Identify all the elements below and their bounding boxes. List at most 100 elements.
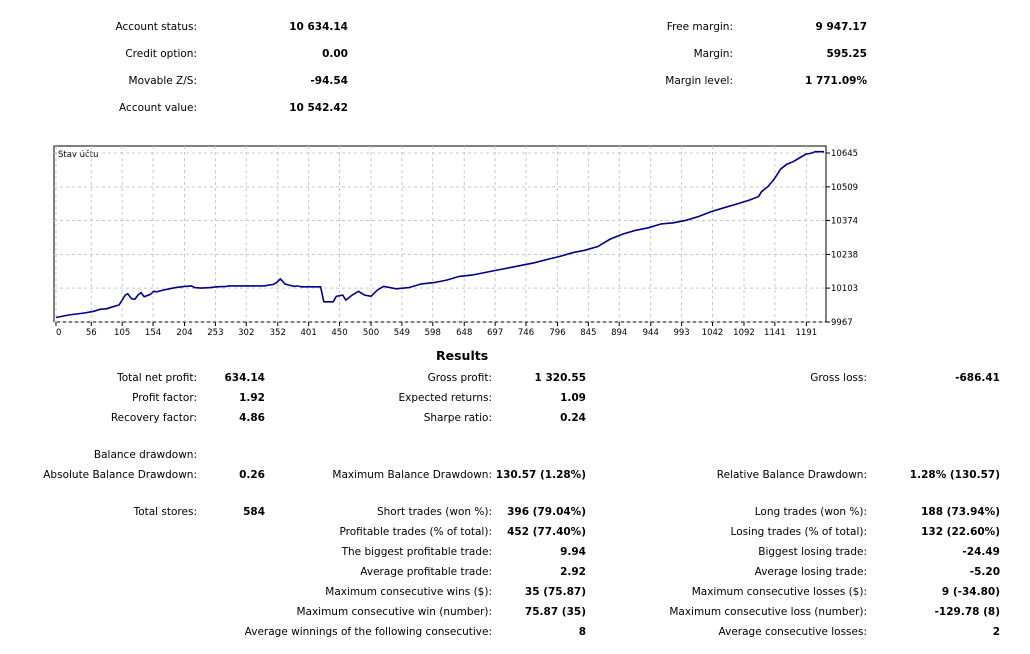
relative-drawdown-label: Relative Balance Drawdown: <box>716 469 867 481</box>
biggest-profitable-label: The biggest profitable trade: <box>341 546 492 558</box>
absolute-drawdown-label: Absolute Balance Drawdown: <box>43 469 197 481</box>
expected-returns-value: 1.09 <box>560 392 586 404</box>
total-stores-label: Total stores: <box>133 506 197 518</box>
y-tick-label: 10374 <box>831 217 858 227</box>
biggest-losing-label: Biggest losing trade: <box>758 546 867 558</box>
gross-loss-value: -686.41 <box>955 372 1000 384</box>
x-tick-label: 352 <box>270 328 286 338</box>
x-tick-label: 549 <box>394 328 410 338</box>
x-tick-label: 1042 <box>702 328 724 338</box>
margin-value: 595.25 <box>826 48 867 60</box>
chart-y-axis: 9967 10103 10238 10374 10509 10645 <box>826 149 858 328</box>
y-tick-label: 10509 <box>831 183 858 193</box>
x-tick-label: 993 <box>673 328 689 338</box>
chart-frame <box>53 145 827 323</box>
y-tick-label: 10645 <box>831 149 858 159</box>
average-consecutive-wins-label: Average winnings of the following consec… <box>244 626 492 638</box>
profitable-trades-value: 452 (77.40%) <box>507 526 586 538</box>
x-tick-label: 697 <box>487 328 503 338</box>
account-value-label: Account value: <box>119 102 197 114</box>
profit-factor-value: 1.92 <box>239 392 265 404</box>
x-tick-label: 154 <box>145 328 161 338</box>
recovery-factor-value: 4.86 <box>239 412 265 424</box>
gross-loss-label: Gross loss: <box>810 372 867 384</box>
maximum-drawdown-label: Maximum Balance Drawdown: <box>332 469 492 481</box>
x-tick-label: 401 <box>301 328 317 338</box>
x-tick-label: 648 <box>456 328 472 338</box>
x-tick-label: 56 <box>86 328 97 338</box>
sharpe-ratio-label: Sharpe ratio: <box>423 412 492 424</box>
average-consecutive-wins-value: 8 <box>578 626 586 638</box>
x-tick-label: 845 <box>580 328 596 338</box>
short-trades-label: Short trades (won %): <box>376 506 492 518</box>
y-tick-label: 10238 <box>831 250 858 260</box>
short-trades-value: 396 (79.04%) <box>507 506 586 518</box>
gross-profit-label: Gross profit: <box>427 372 492 384</box>
max-consecutive-loss-number-label: Maximum consecutive loss (number): <box>669 606 867 618</box>
x-tick-label: 796 <box>549 328 565 338</box>
x-tick-label: 253 <box>207 328 223 338</box>
average-losing-value: -5.20 <box>969 566 1000 578</box>
max-consecutive-wins-value: 35 (75.87) <box>524 586 586 598</box>
x-tick-label: 598 <box>425 328 441 338</box>
balance-series-line <box>55 150 824 319</box>
y-tick-label: 10103 <box>831 284 858 294</box>
free-margin-value: 9 947.17 <box>815 21 867 33</box>
losing-trades-label: Losing trades (% of total): <box>730 526 867 538</box>
margin-level-value: 1 771.09% <box>804 75 867 87</box>
biggest-losing-value: -24.49 <box>962 546 1000 558</box>
x-tick-label: 1191 <box>796 328 818 338</box>
max-consecutive-losses-value: 9 (-34.80) <box>941 586 1000 598</box>
x-tick-label: 204 <box>176 328 192 338</box>
maximum-drawdown-value: 130.57 (1.28%) <box>495 469 586 481</box>
average-profitable-value: 2.92 <box>560 566 586 578</box>
account-status-label: Account status: <box>115 21 197 33</box>
margin-level-label: Margin level: <box>665 75 733 87</box>
x-tick-label: 1092 <box>733 328 755 338</box>
results-title: Results <box>436 348 489 363</box>
average-profitable-label: Average profitable trade: <box>360 566 492 578</box>
profitable-trades-label: Profitable trades (% of total): <box>339 526 492 538</box>
y-tick-label: 9967 <box>831 318 853 328</box>
max-consecutive-loss-number-value: -129.78 (8) <box>934 606 1000 618</box>
gross-profit-value: 1 320.55 <box>534 372 586 384</box>
expected-returns-label: Expected returns: <box>398 392 492 404</box>
losing-trades-value: 132 (22.60%) <box>921 526 1000 538</box>
long-trades-value: 188 (73.94%) <box>921 506 1000 518</box>
x-tick-label: 0 <box>56 328 61 338</box>
total-stores-value: 584 <box>243 506 265 518</box>
balance-drawdown-heading: Balance drawdown: <box>93 449 197 461</box>
account-status-value: 10 634.14 <box>289 21 348 33</box>
balance-chart: Stav účtu 99671010310238103741050910645 … <box>53 145 858 338</box>
account-value-value: 10 542.42 <box>289 102 348 114</box>
average-consecutive-losses-label: Average consecutive losses: <box>718 626 867 638</box>
movable-zs-value: -94.54 <box>310 75 348 87</box>
max-consecutive-win-number-value: 75.87 (35) <box>524 606 586 618</box>
x-tick-label: 894 <box>611 328 627 338</box>
average-losing-label: Average losing trade: <box>754 566 867 578</box>
relative-drawdown-value: 1.28% (130.57) <box>909 469 1000 481</box>
long-trades-label: Long trades (won %): <box>754 506 867 518</box>
x-tick-label: 746 <box>518 328 534 338</box>
profit-factor-label: Profit factor: <box>132 392 197 404</box>
x-tick-label: 105 <box>114 328 130 338</box>
total-net-profit-value: 634.14 <box>224 372 265 384</box>
margin-label: Margin: <box>693 48 733 60</box>
biggest-profitable-value: 9.94 <box>560 546 586 558</box>
free-margin-label: Free margin: <box>666 21 733 33</box>
x-tick-label: 302 <box>238 328 254 338</box>
max-consecutive-losses-label: Maximum consecutive losses ($): <box>691 586 867 598</box>
total-net-profit-label: Total net profit: <box>117 372 197 384</box>
max-consecutive-wins-label: Maximum consecutive wins ($): <box>325 586 492 598</box>
recovery-factor-label: Recovery factor: <box>110 412 197 424</box>
x-tick-label: 500 <box>363 328 379 338</box>
x-tick-label: 450 <box>331 328 347 338</box>
sharpe-ratio-value: 0.24 <box>560 412 586 424</box>
chart-title: Stav účtu <box>58 149 98 160</box>
max-consecutive-win-number-label: Maximum consecutive win (number): <box>296 606 492 618</box>
movable-zs-label: Movable Z/S: <box>128 75 197 87</box>
x-tick-label: 944 <box>643 328 659 338</box>
average-consecutive-losses-value: 2 <box>992 626 1000 638</box>
credit-option-value: 0.00 <box>322 48 348 60</box>
credit-option-label: Credit option: <box>125 48 197 60</box>
